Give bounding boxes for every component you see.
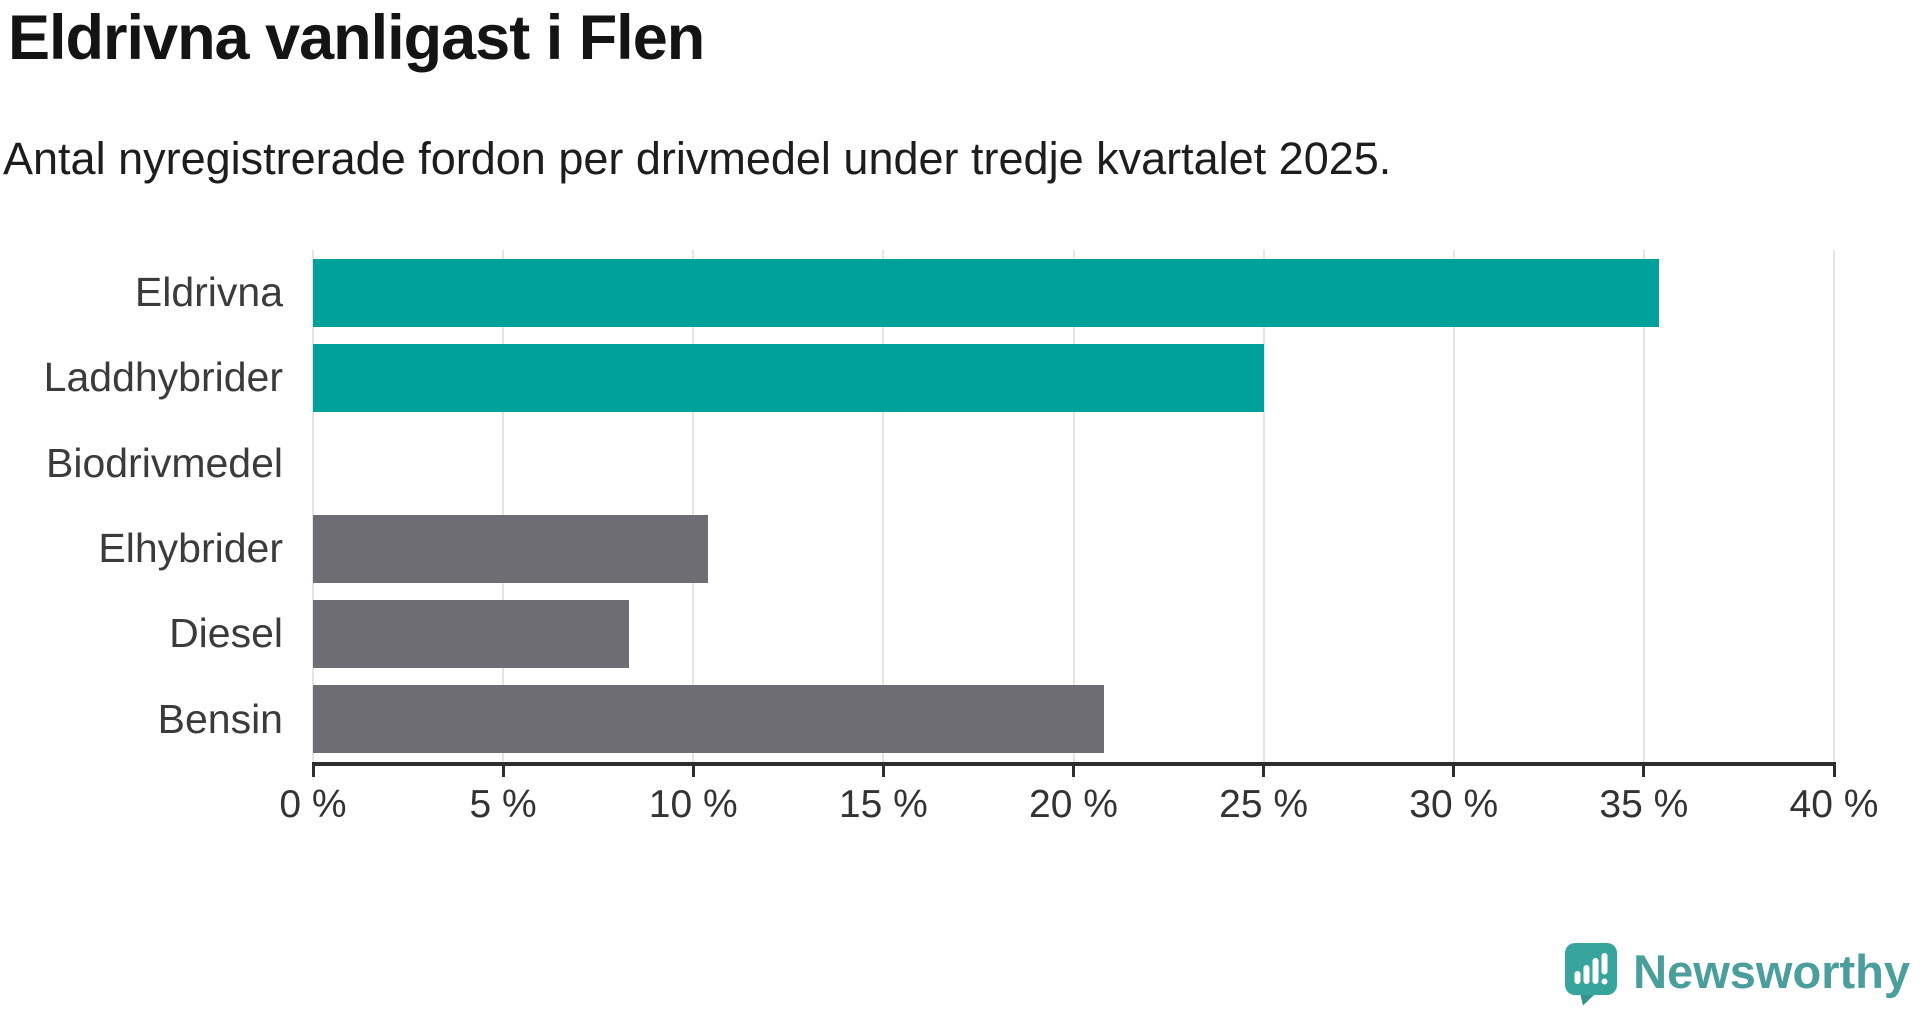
gridline	[1642, 250, 1645, 762]
x-axis-tick	[501, 766, 505, 777]
newsworthy-logo: Newsworthy	[1564, 942, 1910, 1006]
x-axis-tick	[1832, 766, 1836, 777]
bar-row	[313, 506, 1834, 591]
bar	[313, 258, 1660, 327]
x-axis-tick-label: 40 %	[1789, 783, 1879, 826]
bar-row	[313, 677, 1834, 762]
newsworthy-logo-text: Newsworthy	[1633, 944, 1910, 998]
bar-row	[313, 591, 1834, 676]
x-axis-tick	[1642, 766, 1646, 777]
gridline	[1262, 250, 1265, 762]
x-axis-tick-label: 0 %	[279, 783, 347, 826]
bar-chart-icon	[1574, 953, 1608, 985]
gridline	[312, 250, 314, 762]
bar	[313, 685, 1104, 754]
gridline	[882, 250, 885, 762]
gridline	[1833, 250, 1835, 762]
chart-subtitle: Antal nyregistrerade fordon per drivmede…	[3, 133, 1392, 184]
category-label: Eldrivna	[134, 269, 283, 316]
gridline	[692, 250, 695, 762]
gridline	[502, 250, 505, 762]
category-label: Bensin	[157, 695, 283, 742]
x-axis-tick-label: 35 %	[1599, 783, 1689, 826]
plot-area	[312, 250, 1835, 762]
x-axis-tick-label: 10 %	[648, 783, 738, 826]
bar	[313, 599, 629, 668]
chart-title: Eldrivna vanligast i Flen	[8, 3, 705, 73]
category-label: Laddhybrider	[43, 354, 283, 401]
x-axis-tick	[1262, 766, 1266, 777]
bar-row	[313, 421, 1834, 506]
x-axis-tick	[691, 766, 695, 777]
x-axis-line	[312, 762, 1836, 766]
x-axis-tick-label: 20 %	[1029, 783, 1118, 826]
newsworthy-chart-bubble-icon	[1565, 943, 1618, 1006]
category-label: Biodrivmedel	[46, 439, 283, 486]
y-axis-category-labels: Eldrivna Laddhybrider Biodrivmedel Elhybrid…	[0, 250, 283, 762]
gridline	[1072, 250, 1075, 762]
category-label: Elhybrider	[98, 525, 283, 572]
gridline	[1452, 250, 1455, 762]
x-axis-tick-label: 5 %	[469, 783, 537, 826]
bar-row	[313, 250, 1834, 335]
x-axis-tick	[1072, 766, 1075, 777]
x-axis-tick-label: 30 %	[1409, 783, 1499, 826]
bar-row	[313, 335, 1834, 420]
x-axis-tick	[311, 766, 315, 777]
x-axis-tick	[1452, 766, 1456, 777]
bar	[313, 343, 1264, 412]
x-axis-tick	[881, 766, 885, 777]
x-axis-tick-label: 15 %	[838, 783, 928, 826]
bar	[313, 514, 709, 583]
category-label: Diesel	[169, 610, 283, 657]
x-axis-tick-label: 25 %	[1219, 783, 1309, 826]
